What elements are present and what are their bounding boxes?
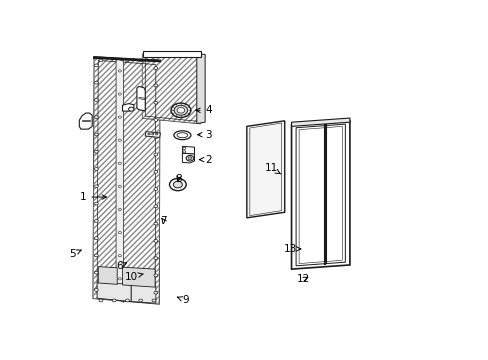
Circle shape <box>151 133 154 135</box>
Circle shape <box>139 299 142 302</box>
Text: 1: 1 <box>80 192 106 202</box>
Circle shape <box>118 162 121 165</box>
Circle shape <box>118 185 121 188</box>
Circle shape <box>112 299 116 302</box>
Circle shape <box>154 188 158 190</box>
Circle shape <box>94 99 98 101</box>
Polygon shape <box>79 113 92 129</box>
Polygon shape <box>98 267 117 284</box>
Text: 10: 10 <box>124 271 143 282</box>
Circle shape <box>152 59 156 62</box>
Polygon shape <box>246 121 284 218</box>
Circle shape <box>112 59 116 62</box>
Ellipse shape <box>174 131 190 140</box>
Circle shape <box>125 299 129 302</box>
Circle shape <box>94 202 98 205</box>
Circle shape <box>94 150 98 153</box>
Circle shape <box>118 278 121 280</box>
Circle shape <box>118 93 121 95</box>
Text: 4: 4 <box>195 105 212 115</box>
Text: 3: 3 <box>197 130 212 140</box>
Text: 6: 6 <box>116 261 126 271</box>
Circle shape <box>154 257 158 260</box>
Text: 13: 13 <box>283 244 300 254</box>
Circle shape <box>118 231 121 234</box>
Circle shape <box>183 147 185 149</box>
Polygon shape <box>291 121 349 269</box>
Circle shape <box>94 220 98 222</box>
Text: 9: 9 <box>177 296 189 305</box>
Polygon shape <box>131 284 156 303</box>
Circle shape <box>155 133 158 135</box>
Circle shape <box>118 255 121 257</box>
Polygon shape <box>122 104 134 111</box>
Polygon shape <box>145 132 160 138</box>
Circle shape <box>125 59 129 62</box>
Circle shape <box>154 136 158 139</box>
Circle shape <box>94 133 98 136</box>
Circle shape <box>154 239 158 242</box>
Circle shape <box>94 168 98 170</box>
Circle shape <box>154 153 158 156</box>
Circle shape <box>154 118 158 121</box>
Circle shape <box>94 254 98 257</box>
Polygon shape <box>182 153 194 163</box>
Circle shape <box>174 105 187 115</box>
Text: 7: 7 <box>160 216 166 226</box>
Circle shape <box>154 274 158 277</box>
Circle shape <box>173 181 182 188</box>
Circle shape <box>183 151 185 153</box>
Polygon shape <box>291 118 349 126</box>
Circle shape <box>94 81 98 84</box>
Polygon shape <box>182 146 194 154</box>
Polygon shape <box>142 51 200 57</box>
Circle shape <box>94 185 98 188</box>
Polygon shape <box>97 282 131 302</box>
Circle shape <box>94 237 98 239</box>
Circle shape <box>154 222 158 225</box>
Polygon shape <box>142 54 200 123</box>
Polygon shape <box>142 54 200 123</box>
Circle shape <box>147 133 150 135</box>
Circle shape <box>154 101 158 104</box>
Polygon shape <box>122 267 155 287</box>
Circle shape <box>139 59 142 62</box>
Circle shape <box>169 179 186 191</box>
Circle shape <box>177 108 184 113</box>
Text: 2: 2 <box>199 155 212 165</box>
Circle shape <box>94 271 98 274</box>
Circle shape <box>94 288 98 291</box>
Polygon shape <box>93 57 159 304</box>
Polygon shape <box>137 86 145 111</box>
Circle shape <box>154 170 158 173</box>
Text: 11: 11 <box>264 163 280 174</box>
Circle shape <box>154 84 158 87</box>
Polygon shape <box>116 58 123 302</box>
Circle shape <box>94 116 98 118</box>
Text: 5: 5 <box>69 249 81 259</box>
Circle shape <box>118 208 121 211</box>
Circle shape <box>118 70 121 72</box>
Circle shape <box>99 59 102 62</box>
Circle shape <box>154 67 158 69</box>
Circle shape <box>118 116 121 118</box>
Polygon shape <box>93 57 159 304</box>
Circle shape <box>188 157 191 159</box>
Circle shape <box>118 139 121 141</box>
Circle shape <box>94 64 98 67</box>
Circle shape <box>152 299 156 302</box>
Circle shape <box>99 299 102 302</box>
Circle shape <box>128 107 134 111</box>
Circle shape <box>171 103 190 117</box>
Circle shape <box>186 156 193 161</box>
Polygon shape <box>196 54 205 123</box>
Text: 8: 8 <box>175 174 182 184</box>
Text: 12: 12 <box>296 274 310 284</box>
Circle shape <box>154 205 158 208</box>
Circle shape <box>154 291 158 294</box>
